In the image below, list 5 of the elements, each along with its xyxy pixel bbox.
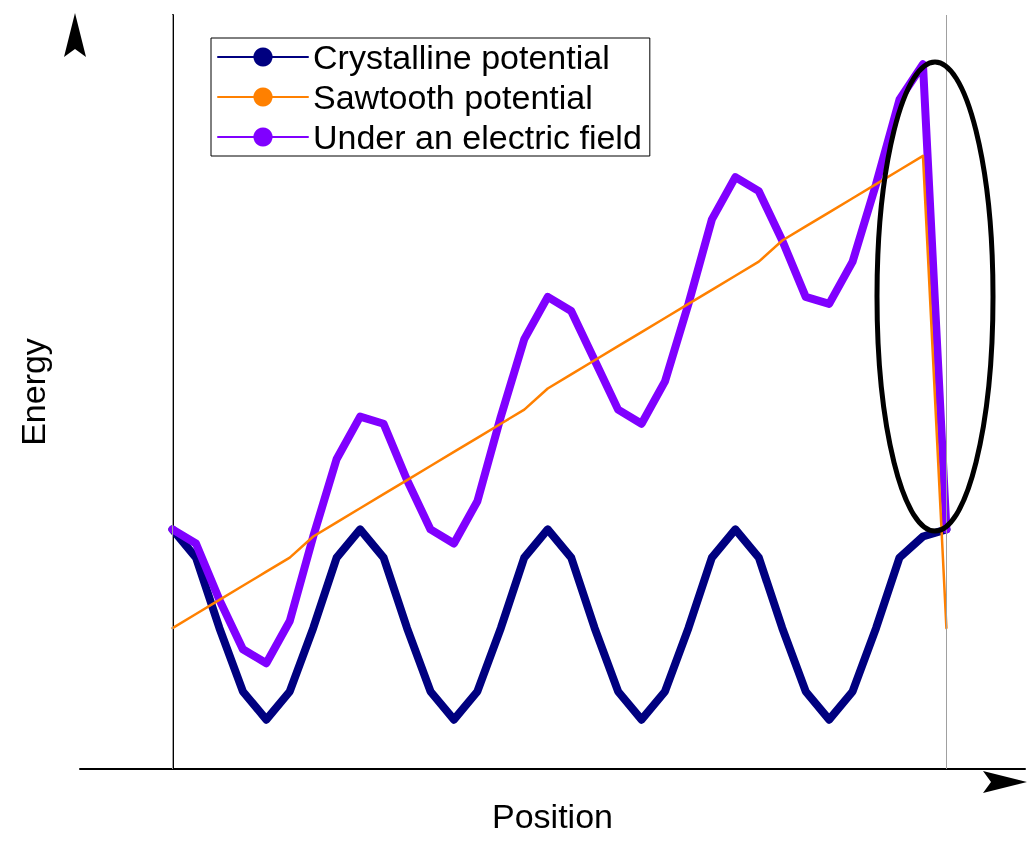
legend-label: Sawtooth potential	[313, 78, 593, 116]
x-axis-title: Position	[492, 797, 613, 835]
legend-label: Under an electric field	[313, 118, 642, 156]
legend-label: Crystalline potential	[313, 38, 610, 76]
y-axis-title: Energy	[14, 338, 52, 446]
